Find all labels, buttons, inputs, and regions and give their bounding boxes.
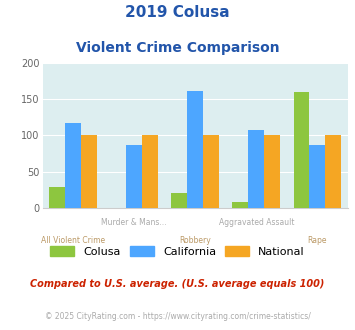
Text: Violent Crime Comparison: Violent Crime Comparison	[76, 41, 279, 55]
Bar	[203, 135, 219, 208]
Bar	[65, 123, 81, 208]
Text: © 2025 CityRating.com - https://www.cityrating.com/crime-statistics/: © 2025 CityRating.com - https://www.city…	[45, 312, 310, 321]
Text: All Violent Crime: All Violent Crime	[41, 236, 105, 245]
Bar	[264, 135, 280, 208]
Text: Rape: Rape	[308, 236, 327, 245]
Bar	[233, 202, 248, 208]
Bar	[171, 193, 187, 208]
Bar	[325, 135, 341, 208]
Bar	[81, 135, 97, 208]
Text: Aggravated Assault: Aggravated Assault	[219, 218, 294, 227]
Text: Murder & Mans...: Murder & Mans...	[102, 218, 167, 227]
Bar	[187, 91, 203, 208]
Bar	[310, 145, 325, 208]
Text: Robbery: Robbery	[179, 236, 211, 245]
Bar	[294, 92, 310, 208]
Text: 2019 Colusa: 2019 Colusa	[125, 5, 230, 20]
Bar	[126, 146, 142, 208]
Bar	[248, 130, 264, 208]
Bar	[142, 135, 158, 208]
Bar	[49, 187, 65, 208]
Legend: Colusa, California, National: Colusa, California, National	[47, 242, 308, 260]
Text: Compared to U.S. average. (U.S. average equals 100): Compared to U.S. average. (U.S. average …	[30, 279, 325, 289]
